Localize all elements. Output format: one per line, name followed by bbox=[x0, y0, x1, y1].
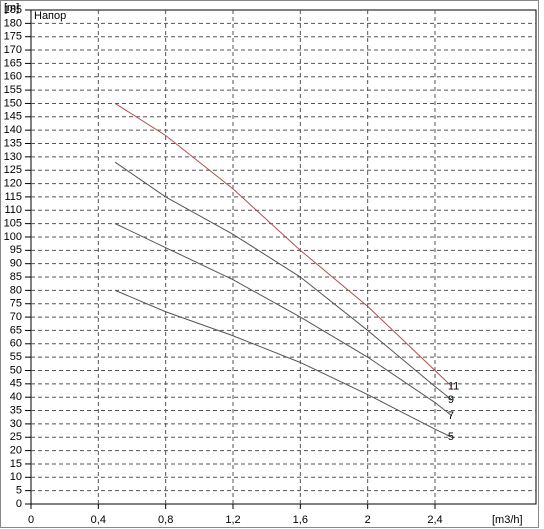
x-tick-label: 0,4 bbox=[91, 514, 106, 526]
curve bbox=[114, 161, 453, 401]
y-tick-label: 175 bbox=[4, 31, 22, 43]
y-tick-label: 160 bbox=[4, 71, 22, 83]
x-tick-label: 2 bbox=[365, 514, 371, 526]
y-tick-label: 0 bbox=[16, 498, 22, 510]
y-tick-label: 170 bbox=[4, 44, 22, 56]
y-tick-label: 150 bbox=[4, 97, 22, 109]
y-tick-label: 100 bbox=[4, 231, 22, 243]
curve bbox=[114, 223, 453, 417]
y-tick-label: 80 bbox=[10, 284, 22, 296]
y-tick-label: 75 bbox=[10, 298, 22, 310]
x-tick-label: 2,4 bbox=[427, 514, 442, 526]
curve-label: 9 bbox=[448, 394, 454, 406]
y-tick-label: 30 bbox=[10, 418, 22, 430]
y-tick-label: 120 bbox=[4, 177, 22, 189]
x-tick-label: 0 bbox=[28, 514, 34, 526]
y-tick-label: 70 bbox=[10, 311, 22, 323]
curve bbox=[114, 289, 453, 438]
y-tick-label: 95 bbox=[10, 244, 22, 256]
y-tick-label: 180 bbox=[4, 17, 22, 29]
y-tick-label: 50 bbox=[10, 364, 22, 376]
y-tick-label: 155 bbox=[4, 84, 22, 96]
x-tick-label: 1,2 bbox=[225, 514, 240, 526]
y-tick-label: 20 bbox=[10, 445, 22, 457]
y-tick-label: 90 bbox=[10, 258, 22, 270]
y-tick-label: 65 bbox=[10, 324, 22, 336]
y-tick-label: 125 bbox=[4, 164, 22, 176]
y-tick-label: 185 bbox=[4, 4, 22, 16]
x-tick-label: 1,6 bbox=[293, 514, 308, 526]
y-tick-label: 110 bbox=[4, 204, 22, 216]
y-tick-label: 145 bbox=[4, 111, 22, 123]
x-axis-label: [m3/h] bbox=[492, 514, 523, 526]
curve-label: 7 bbox=[448, 410, 454, 422]
plot-area bbox=[30, 9, 537, 505]
y-tick-label: 115 bbox=[4, 191, 22, 203]
y-tick-label: 60 bbox=[10, 338, 22, 350]
y-tick-label: 45 bbox=[10, 378, 22, 390]
y-tick-label: 55 bbox=[10, 351, 22, 363]
y-tick-label: 140 bbox=[4, 124, 22, 136]
y-tick-label: 130 bbox=[4, 151, 22, 163]
y-tick-label: 40 bbox=[10, 391, 22, 403]
plot-label: Напор bbox=[34, 10, 66, 22]
x-tick-label: 0,8 bbox=[158, 514, 173, 526]
curve-label: 11 bbox=[448, 380, 459, 392]
y-tick-label: 10 bbox=[10, 471, 22, 483]
y-tick-label: 105 bbox=[4, 218, 22, 230]
y-tick-label: 35 bbox=[10, 404, 22, 416]
y-axis-label: [m] bbox=[4, 2, 19, 14]
y-tick-label: 25 bbox=[10, 431, 22, 443]
curve-label: 5 bbox=[448, 431, 454, 443]
y-tick-label: 85 bbox=[10, 271, 22, 283]
y-tick-label: 165 bbox=[4, 57, 22, 69]
y-tick-label: 15 bbox=[10, 458, 22, 470]
y-tick-label: 135 bbox=[4, 137, 22, 149]
y-tick-label: 5 bbox=[16, 485, 22, 497]
curve bbox=[114, 103, 453, 387]
